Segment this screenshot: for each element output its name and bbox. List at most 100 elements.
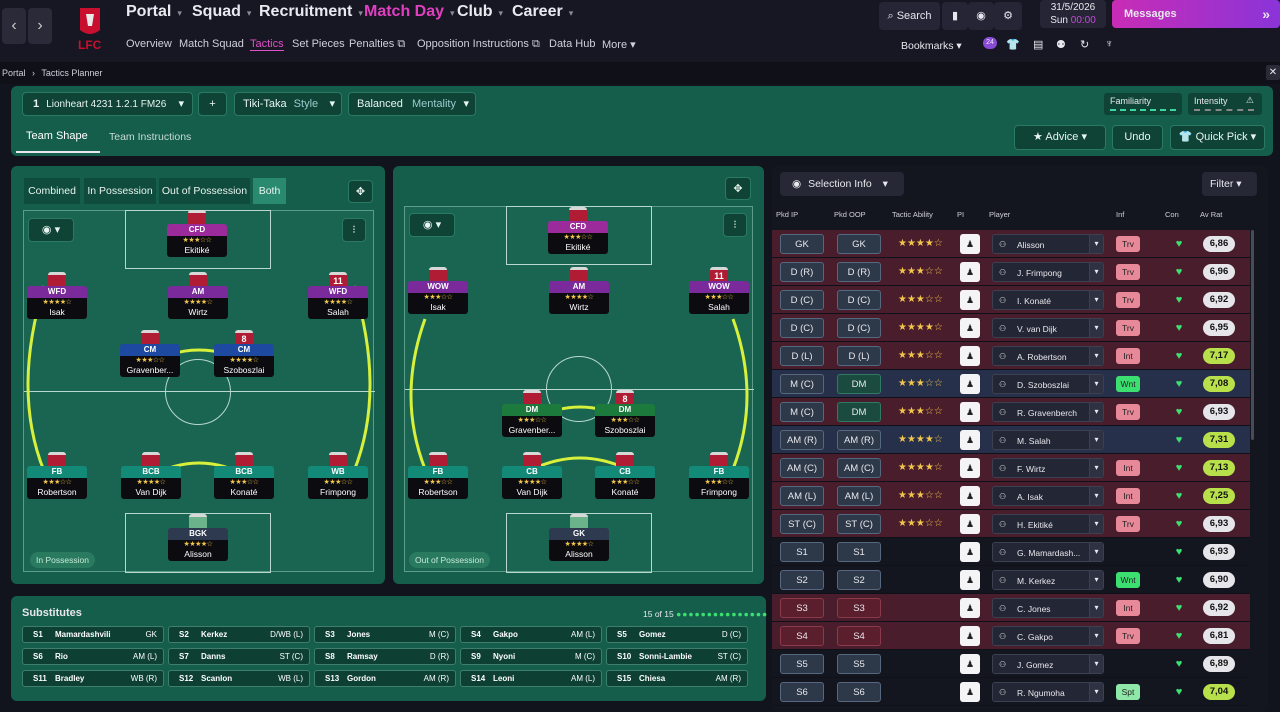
substitute-slot[interactable]: S6 Rio AM (L) [22, 648, 164, 665]
player-card[interactable]: AM ★★★★☆ Wirtz [168, 272, 228, 319]
picked-ip-position[interactable]: D (R) [780, 262, 824, 282]
player-card[interactable]: FB ★★★☆☆ Frimpong [689, 452, 749, 499]
picked-oop-position[interactable]: S3 [837, 598, 881, 618]
picked-ip-position[interactable]: AM (R) [780, 430, 824, 450]
player-select[interactable]: ⚇ M. Kerkez ▾ [992, 570, 1104, 590]
picked-ip-position[interactable]: S2 [780, 570, 824, 590]
player-card[interactable]: WFD ★★★★☆ Isak [27, 272, 87, 319]
player-select[interactable]: ⚇ M. Salah ▾ [992, 430, 1104, 450]
view-combined[interactable]: Combined [24, 178, 80, 204]
style-select[interactable]: Tiki-Taka Style ▾ [234, 92, 342, 116]
forward-button[interactable]: › [28, 8, 52, 44]
table-row[interactable]: AM (C) AM (C) ★★★★☆ ♟ ⚇ F. Wirtz ▾ Int ♥ 7,13 [772, 454, 1250, 482]
player-select[interactable]: ⚇ D. Szoboszlai ▾ [992, 374, 1104, 394]
settings-gear-icon[interactable]: ⚙ [994, 2, 1022, 30]
player-select[interactable]: ⚇ Alisson ▾ [992, 234, 1104, 254]
player-card[interactable]: CB ★★★★☆ Van Dijk [502, 452, 562, 499]
header-con[interactable]: Con [1165, 210, 1179, 219]
picked-oop-position[interactable]: DM [837, 402, 881, 422]
table-row[interactable]: AM (R) AM (R) ★★★★☆ ♟ ⚇ M. Salah ▾ ♥ 7,31 [772, 426, 1250, 454]
substitute-slot[interactable]: S10 Sonni-Lambie ST (C) [606, 648, 748, 665]
player-instructions-icon[interactable]: ♟ [960, 542, 980, 562]
tactic-select[interactable]: 1 Lionheart 4231 1.2.1 FM26 ▾ [22, 92, 193, 116]
substitute-slot[interactable]: S9 Nyoni M (C) [460, 648, 602, 665]
player-select[interactable]: ⚇ J. Gomez ▾ [992, 654, 1104, 674]
subnav-data-hub[interactable]: Data Hub [549, 38, 596, 50]
messages-button[interactable]: Messages» [1112, 0, 1280, 28]
player-select[interactable]: ⚇ J. Frimpong ▾ [992, 262, 1104, 282]
player-card[interactable]: AM ★★★★☆ Wirtz [549, 267, 609, 314]
bookmarks-button[interactable]: Bookmarks ▾ [901, 40, 962, 52]
picked-ip-position[interactable]: S1 [780, 542, 824, 562]
player-card[interactable]: WB ★★★☆☆ Frimpong [308, 452, 368, 499]
picked-oop-position[interactable]: D (L) [837, 346, 881, 366]
subnav-more[interactable]: More ▾ [602, 39, 636, 51]
picked-ip-position[interactable]: ST (C) [780, 514, 824, 534]
player-card[interactable]: FB ★★★☆☆ Robertson [27, 452, 87, 499]
substitute-slot[interactable]: S4 Gakpo AM (L) [460, 626, 602, 643]
picked-oop-position[interactable]: S5 [837, 654, 881, 674]
tab-team-shape[interactable]: Team Shape [26, 130, 88, 142]
player-instructions-icon[interactable]: ♟ [960, 262, 980, 282]
player-instructions-icon[interactable]: ♟ [960, 374, 980, 394]
player-instructions-icon[interactable]: ♟ [960, 234, 980, 254]
picked-oop-position[interactable]: AM (L) [837, 486, 881, 506]
table-row[interactable]: D (R) D (R) ★★★☆☆ ♟ ⚇ J. Frimpong ▾ Trv ♥ 6,96 [772, 258, 1250, 286]
player-card[interactable]: CFD ★★★☆☆ Ekitiké [548, 207, 608, 254]
substitute-slot[interactable]: S14 Leoni AM (L) [460, 670, 602, 687]
picked-ip-position[interactable]: M (C) [780, 374, 824, 394]
team-icon[interactable]: ⚉ [1056, 39, 1066, 51]
subnav-opposition-instructions[interactable]: Opposition Instructions ⧉ [417, 38, 540, 50]
notebook-icon[interactable]: ▮ [942, 2, 968, 30]
header-pkd-ip[interactable]: Pkd IP [776, 210, 799, 219]
player-instructions-icon[interactable]: ♟ [960, 514, 980, 534]
subnav-penalties[interactable]: Penalties ⧉ [349, 38, 406, 50]
scrollbar[interactable] [1251, 230, 1254, 440]
table-row[interactable]: D (C) D (C) ★★★☆☆ ♟ ⚇ I. Konaté ▾ Trv ♥ 6,92 [772, 286, 1250, 314]
player-select[interactable]: ⚇ G. Mamardash... ▾ [992, 542, 1104, 562]
substitute-slot[interactable]: S1 Mamardashvili GK [22, 626, 164, 643]
subnav-overview[interactable]: Overview [126, 38, 172, 50]
player-select[interactable]: ⚇ H. Ekitiké ▾ [992, 514, 1104, 534]
quick-pick-button[interactable]: 👕 Quick Pick ▾ [1170, 125, 1265, 150]
picked-oop-position[interactable]: D (C) [837, 290, 881, 310]
trophy-icon[interactable]: ♆ [1105, 38, 1114, 50]
substitute-slot[interactable]: S13 Gordon AM (R) [314, 670, 456, 687]
breadcrumb-portal[interactable]: Portal [2, 68, 26, 78]
refresh-icon[interactable]: ↻ [1080, 39, 1090, 51]
player-card[interactable]: GK ★★★★☆ Alisson [549, 514, 609, 561]
table-row[interactable]: D (C) D (C) ★★★★☆ ♟ ⚇ V. van Dijk ▾ Trv ♥ 6,95 [772, 314, 1250, 342]
substitute-slot[interactable]: S8 Ramsay D (R) [314, 648, 456, 665]
player-select[interactable]: ⚇ R. Gravenberch ▾ [992, 402, 1104, 422]
picked-oop-position[interactable]: AM (C) [837, 458, 881, 478]
picked-ip-position[interactable]: GK [780, 234, 824, 254]
player-instructions-icon[interactable]: ♟ [960, 626, 980, 646]
formation-grid-icon[interactable]: ⁝ [723, 213, 747, 237]
substitute-slot[interactable]: S11 Bradley WB (R) [22, 670, 164, 687]
player-card[interactable]: BCB ★★★☆☆ Konaté [214, 452, 274, 499]
table-row[interactable]: S1 S1 ♟ ⚇ G. Mamardash... ▾ ♥ 6,93 [772, 538, 1250, 566]
header-pi[interactable]: PI [957, 210, 965, 219]
table-row[interactable]: S2 S2 ♟ ⚇ M. Kerkez ▾ Wnt ♥ 6,90 [772, 566, 1250, 594]
picked-ip-position[interactable]: S3 [780, 598, 824, 618]
table-row[interactable]: ST (C) ST (C) ★★★☆☆ ♟ ⚇ H. Ekitiké ▾ Trv ♥ 6,93 [772, 510, 1250, 538]
table-row[interactable]: S3 S3 ♟ ⚇ C. Jones ▾ Int ♥ 6,92 [772, 594, 1250, 622]
nav-career[interactable]: Career ▾ [512, 3, 574, 20]
player-card[interactable]: CFD ★★★☆☆ Ekitiké [167, 210, 227, 257]
date-time[interactable]: 31/5/2026 Sun 00:00 [1040, 0, 1106, 28]
picked-oop-position[interactable]: AM (R) [837, 430, 881, 450]
nav-portal[interactable]: Portal ▾ [126, 3, 182, 20]
player-select[interactable]: ⚇ I. Konaté ▾ [992, 290, 1104, 310]
header-av-rat[interactable]: Av Rat [1200, 210, 1223, 219]
player-card[interactable]: CB ★★★☆☆ Konaté [595, 452, 655, 499]
player-card[interactable]: FB ★★★☆☆ Robertson [408, 452, 468, 499]
advice-button[interactable]: ★ Advice ▾ [1014, 125, 1106, 150]
picked-oop-position[interactable]: ST (C) [837, 514, 881, 534]
substitute-slot[interactable]: S7 Danns ST (C) [168, 648, 310, 665]
picked-ip-position[interactable]: M (C) [780, 402, 824, 422]
nav-squad[interactable]: Squad ▾ [192, 3, 252, 20]
view-out-of-possession[interactable]: Out of Possession [159, 178, 250, 204]
picked-ip-position[interactable]: S4 [780, 626, 824, 646]
player-instructions-icon[interactable]: ♟ [960, 486, 980, 506]
pitch-options-icon[interactable]: ✥ [725, 177, 751, 200]
